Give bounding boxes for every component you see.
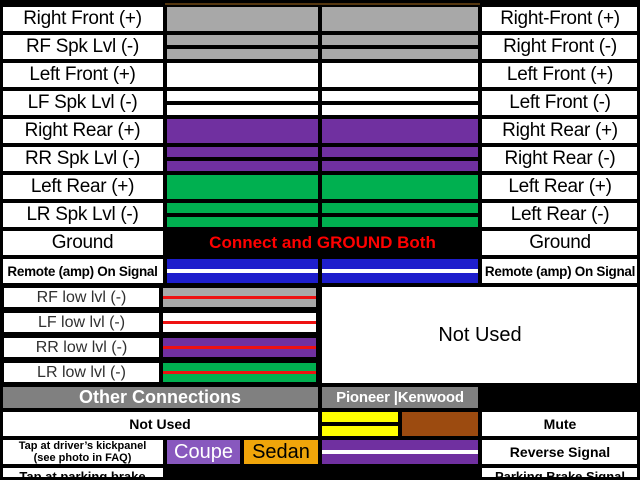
- row-label-right: Ground: [480, 229, 640, 257]
- row-label-left: Right Rear (+): [0, 117, 165, 145]
- table-row-rf-low-lvl: RF low lvl (-): [0, 285, 320, 310]
- row-label-left: Left Rear (+): [0, 173, 165, 201]
- row-label-left: LF Spk Lvl (-): [0, 89, 165, 117]
- kickpanel-note-line2: (see photo in FAQ): [33, 452, 132, 464]
- table-row-lf-spk-lvl: LF Spk Lvl (-) Left Front (-): [0, 89, 640, 117]
- table-row-left-rear-pos: Left Rear (+) Left Rear (+): [0, 173, 640, 201]
- wire-swatch-light-green: [320, 466, 480, 480]
- wire-swatch-pioneer-purple: [165, 117, 320, 145]
- table-row-parking-brake-cutoff: Tap at parking brake Parking Brake Signa…: [0, 466, 640, 480]
- wire-swatch-pioneer-green: [165, 173, 320, 201]
- row-label-right: Left Front (-): [480, 89, 640, 117]
- ground-connect-note: Connect and GROUND Both: [165, 229, 480, 257]
- wire-swatch-kenwood-purple-black: [320, 145, 480, 173]
- row-label-left: Left Front (+): [0, 61, 165, 89]
- row-label-right: Right-Front (+): [480, 5, 640, 33]
- wire-swatch-kenwood-green-black: [320, 201, 480, 229]
- table-row-rf-spk-lvl: RF Spk Lvl (-) Right Front (-): [0, 33, 640, 61]
- wire-swatch-pioneer-purple-black: [165, 145, 320, 173]
- row-label-right: Left Rear (+): [480, 173, 640, 201]
- wire-swatch-kenwood-white: [320, 61, 480, 89]
- wire-swatch-pioneer-gray: [165, 5, 320, 33]
- row-label-right: Parking Brake Signal: [480, 466, 640, 480]
- row-label-left: RF low lvl (-): [2, 286, 161, 309]
- low-level-section: RF low lvl (-) LF low lvl (-) RR low lvl…: [0, 285, 640, 385]
- wire-swatch-pioneer-white: [165, 61, 320, 89]
- table-row-mute: Not Used Mute: [0, 410, 640, 438]
- row-label-left: RR low lvl (-): [2, 336, 161, 359]
- table-row-rr-spk-lvl: RR Spk Lvl (-) Right Rear (-): [0, 145, 640, 173]
- wire-swatch-white-red: [163, 312, 316, 333]
- wire-swatch-kenwood-gray-black: [320, 33, 480, 61]
- not-used-span-cell: Not Used: [320, 285, 640, 385]
- row-label-left: LF low lvl (-): [2, 311, 161, 334]
- wire-swatch-kenwood-white-black: [320, 89, 480, 117]
- cutoff-top-brown-wire: [165, 0, 480, 5]
- table-row-lr-spk-lvl: LR Spk Lvl (-) Left Rear (-): [0, 201, 640, 229]
- wire-swatch-purple-white: [320, 438, 480, 466]
- row-label-right: Remote (amp) On Signal: [480, 257, 640, 285]
- table-row-ground: Ground Connect and GROUND Both Ground: [0, 229, 640, 257]
- wire-swatch-kenwood-gray: [320, 5, 480, 33]
- row-label-left: Right Front (+): [0, 5, 165, 33]
- cutoff-top-row: [0, 0, 640, 5]
- row-label-right: Left Front (+): [480, 61, 640, 89]
- section-header-row: Other Connections Pioneer |Kenwood: [0, 385, 640, 410]
- wire-swatch-pioneer-yellow-black: [320, 410, 400, 438]
- not-used-label: Not Used: [0, 410, 320, 438]
- table-row-rr-low-lvl: RR low lvl (-): [0, 335, 320, 360]
- row-label-right: Right Front (-): [480, 33, 640, 61]
- sedan-cell: Sedan: [242, 438, 320, 466]
- table-row-right-front-pos: Right Front (+) Right-Front (+): [0, 5, 640, 33]
- row-label-left: RR Spk Lvl (-): [0, 145, 165, 173]
- row-label-right: Reverse Signal: [480, 438, 640, 466]
- wire-swatch-pioneer-white-black: [165, 89, 320, 117]
- kickpanel-note: Tap at driver’s kickpanel (see photo in …: [0, 438, 165, 466]
- row-label-left: RF Spk Lvl (-): [0, 33, 165, 61]
- row-label-left: LR Spk Lvl (-): [0, 201, 165, 229]
- cutoff-top-right: [480, 0, 640, 5]
- header-black-filler: [480, 385, 640, 410]
- kickpanel-note-line1: Tap at driver’s kickpanel: [18, 439, 147, 452]
- row-label-right: Mute: [480, 410, 640, 438]
- other-connections-header: Other Connections: [0, 385, 320, 410]
- cutoff-top-left: [0, 0, 165, 5]
- pioneer-kenwood-header: Pioneer |Kenwood: [320, 385, 480, 410]
- row-label-left: Remote (amp) On Signal: [0, 257, 165, 285]
- row-label-left: Tap at parking brake: [0, 466, 165, 480]
- table-row-lf-low-lvl: LF low lvl (-): [0, 310, 320, 335]
- wire-swatch-pioneer-gray-black: [165, 33, 320, 61]
- row-label-right: Left Rear (-): [480, 201, 640, 229]
- wire-swatch-pioneer-blue-white: [165, 257, 320, 285]
- wire-swatch-purple-red: [163, 337, 316, 358]
- wire-swatch-kenwood-brown: [400, 410, 480, 438]
- table-row-reverse-signal: Tap at driver’s kickpanel (see photo in …: [0, 438, 640, 466]
- table-row-lr-low-lvl: LR low lvl (-): [0, 360, 320, 385]
- table-row-right-rear-pos: Right Rear (+) Right Rear (+): [0, 117, 640, 145]
- row-label-left: Ground: [0, 229, 165, 257]
- row-label-right: Right Rear (+): [480, 117, 640, 145]
- wire-swatch-purple-over-red: [165, 466, 320, 480]
- wire-swatch-kenwood-green: [320, 173, 480, 201]
- wire-swatch-pioneer-green-black: [165, 201, 320, 229]
- wire-swatch-kenwood-purple: [320, 117, 480, 145]
- wire-swatch-green-red: [163, 362, 316, 383]
- wire-swatch-gray-red: [163, 287, 316, 308]
- coupe-cell: Coupe: [165, 438, 242, 466]
- table-row-left-front-pos: Left Front (+) Left Front (+): [0, 61, 640, 89]
- wire-swatch-kenwood-blue-white: [320, 257, 480, 285]
- row-label-right: Right Rear (-): [480, 145, 640, 173]
- table-row-remote-amp-on: Remote (amp) On Signal Remote (amp) On S…: [0, 257, 640, 285]
- row-label-left: LR low lvl (-): [2, 361, 161, 384]
- low-level-rows: RF low lvl (-) LF low lvl (-) RR low lvl…: [0, 285, 320, 385]
